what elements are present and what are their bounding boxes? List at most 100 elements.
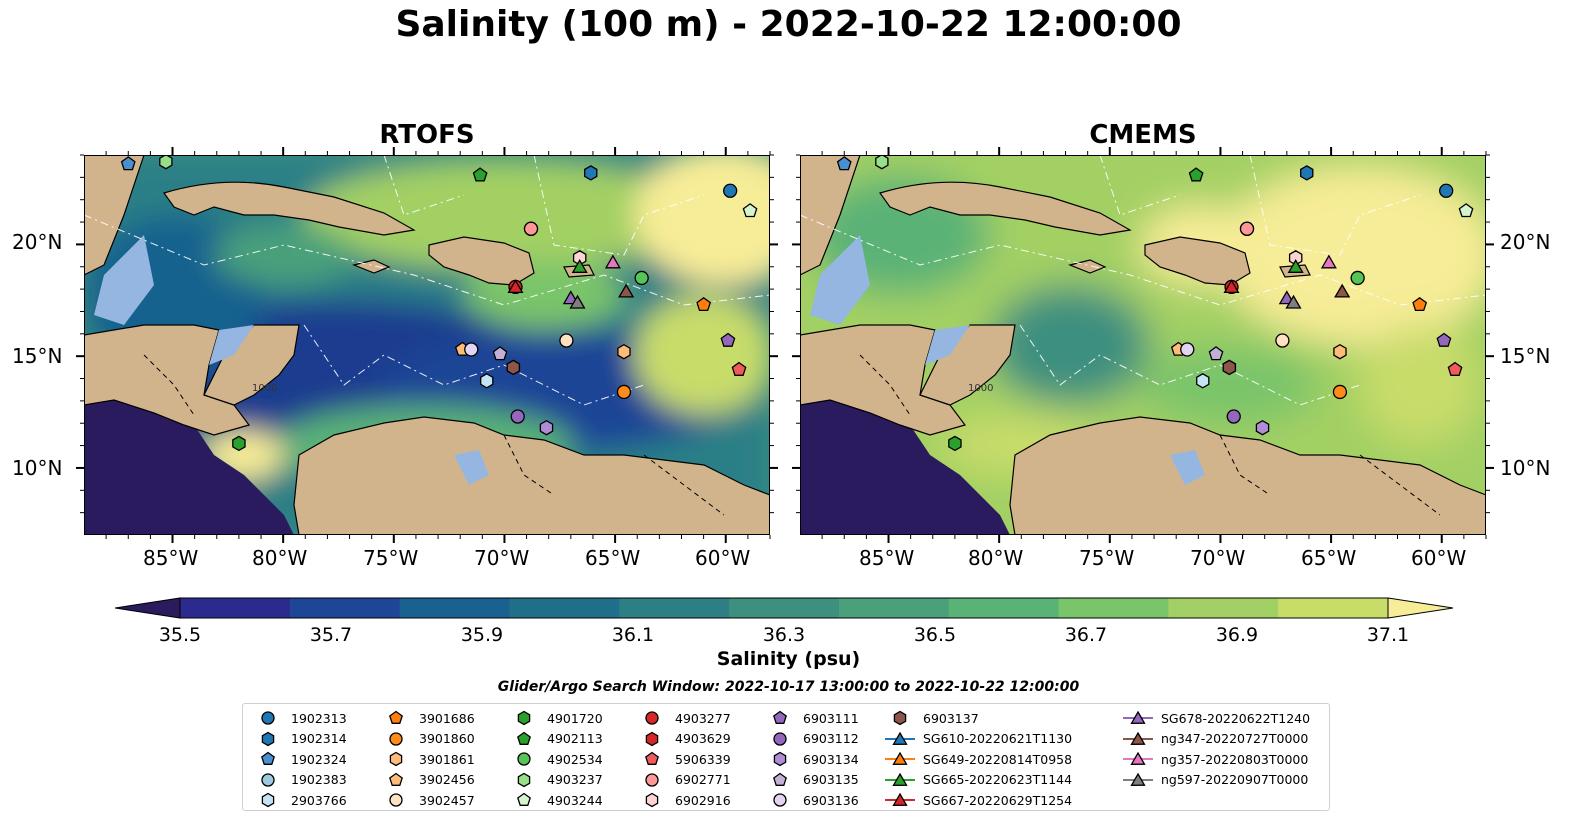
legend-item-label: ng597-20220907T0000 — [1161, 772, 1309, 787]
pentagon-icon — [389, 710, 403, 724]
observation-marker — [159, 155, 173, 170]
legend-item-label: 3901861 — [419, 751, 475, 767]
triangle-line-icon — [1123, 751, 1153, 765]
legend-item: SG649-20220814T0958 — [883, 749, 1072, 769]
legend-item: 6903135 — [763, 770, 859, 790]
legend-item-label: 3901686 — [419, 710, 475, 726]
legend-item-label: 6903111 — [803, 710, 859, 726]
triangle-line-icon — [885, 731, 915, 745]
land — [800, 155, 1486, 535]
circle-icon — [645, 772, 659, 787]
observation-marker — [1320, 254, 1337, 269]
hexagon-icon — [645, 792, 659, 808]
legend-item: SG665-20220623T1144 — [883, 770, 1072, 790]
legend-item: ng347-20220727T0000 — [1121, 729, 1308, 749]
legend-item: 3901686 — [379, 708, 475, 728]
colorbar-segment — [1058, 598, 1169, 618]
lat-label-10n-right: 10°N — [1500, 456, 1551, 480]
colorbar-tick: 37.1 — [1366, 624, 1410, 646]
legend-item-label: 4903629 — [675, 731, 731, 746]
pentagon-icon — [389, 772, 403, 786]
observation-marker — [1350, 270, 1365, 286]
lon-label-80w: 80°W — [252, 546, 308, 570]
observation-marker — [836, 156, 852, 171]
lat-label-20n-right: 20°N — [1500, 230, 1551, 254]
lon-label-85w: 85°W — [859, 546, 915, 570]
observation-marker — [1196, 373, 1210, 389]
legend-item-label: 1902383 — [291, 772, 347, 787]
eez-boundaries — [84, 155, 770, 406]
observation-marker — [1226, 409, 1241, 424]
observation-marker — [731, 361, 747, 376]
observation-marker — [492, 346, 508, 361]
legend-item: ng597-20220907T0000 — [1121, 770, 1308, 790]
legend-item: 6903136 — [763, 790, 859, 810]
lon-label-75w: 75°W — [1079, 546, 1135, 570]
legend-item-label: SG649-20220814T0958 — [923, 751, 1073, 767]
hexagon-icon — [517, 710, 531, 726]
legend-item: 6902916 — [635, 790, 731, 810]
observation-marker — [523, 221, 539, 236]
hexagon-icon — [389, 751, 403, 767]
observation-marker — [1436, 332, 1452, 347]
triangle-line-icon — [1123, 710, 1153, 724]
legend-item-label: 6903134 — [803, 751, 859, 767]
hexagon-icon — [893, 710, 907, 726]
pacific-dark-water — [84, 395, 294, 535]
observation-marker — [948, 435, 962, 452]
circle-icon — [773, 793, 787, 807]
observation-marker — [616, 384, 632, 400]
legend-item-label: 4901720 — [547, 710, 603, 726]
observation-marker — [1285, 294, 1302, 309]
observation-marker — [1334, 283, 1351, 298]
lon-label-60w: 60°W — [695, 546, 751, 570]
pentagon-icon — [517, 792, 531, 806]
observation-marker — [875, 155, 889, 170]
legend-item-label: 3902457 — [419, 792, 475, 808]
observation-marker — [120, 156, 136, 171]
lon-label-70w: 70°W — [1190, 546, 1246, 570]
lat-label-15n: 15°N — [12, 344, 63, 368]
legend-item-label: 4902113 — [547, 731, 603, 746]
legend-item: 3901861 — [379, 749, 475, 769]
observation-marker — [1332, 384, 1348, 400]
observation-markers — [120, 155, 758, 452]
colorbar-tick: 36.1 — [611, 624, 655, 646]
observation-marker — [569, 294, 586, 309]
pentagon-icon — [261, 751, 275, 765]
colorbar-extend-min — [115, 597, 181, 619]
hexagon-icon — [645, 731, 659, 746]
salinity-colorbar — [115, 597, 1454, 619]
eez-boundaries — [800, 155, 1486, 406]
observation-marker — [1222, 359, 1237, 376]
colorbar-frame — [179, 597, 1389, 619]
legend-item: 1902313 — [251, 708, 347, 728]
observation-marker — [1255, 419, 1270, 436]
legend-item: SG610-20220621T1130 — [883, 729, 1072, 749]
pacific-dark-water — [800, 395, 1010, 535]
cmems-salinity-map: 1000 — [800, 155, 1486, 535]
colorbar-segment — [399, 598, 510, 618]
observation-markers — [836, 155, 1474, 452]
lat-label-15n-right: 15°N — [1500, 344, 1551, 368]
triangle-line-icon — [1123, 772, 1153, 786]
legend-item: SG667-20220629T1254 — [883, 790, 1072, 810]
legend-item-label: 1902313 — [291, 710, 347, 726]
legend-item-label: 2903766 — [291, 792, 347, 808]
legend-item: 6903137 — [883, 708, 979, 728]
legend-item: 3902457 — [379, 790, 475, 810]
legend-item: 2903766 — [251, 790, 347, 810]
legend-item-label: 3901860 — [419, 731, 475, 746]
hexagon-icon — [261, 731, 275, 746]
legend-item: 6903134 — [763, 749, 859, 769]
observation-marker — [1287, 258, 1304, 273]
figure-title: Salinity (100 m) - 2022-10-22 12:00:00 — [395, 4, 1182, 45]
hexagon-icon — [773, 751, 787, 767]
legend-item: 4903629 — [635, 729, 731, 749]
observation-marker — [742, 203, 758, 218]
search-window-text: Glider/Argo Search Window: 2022-10-17 13… — [497, 679, 1080, 695]
colorbar-segment — [1278, 598, 1389, 618]
colorbar-segment — [948, 598, 1060, 618]
observation-legend: 1902313 1902314 1902324 1902383 2903766 39016… — [242, 703, 1330, 811]
hexagon-icon — [261, 792, 275, 808]
